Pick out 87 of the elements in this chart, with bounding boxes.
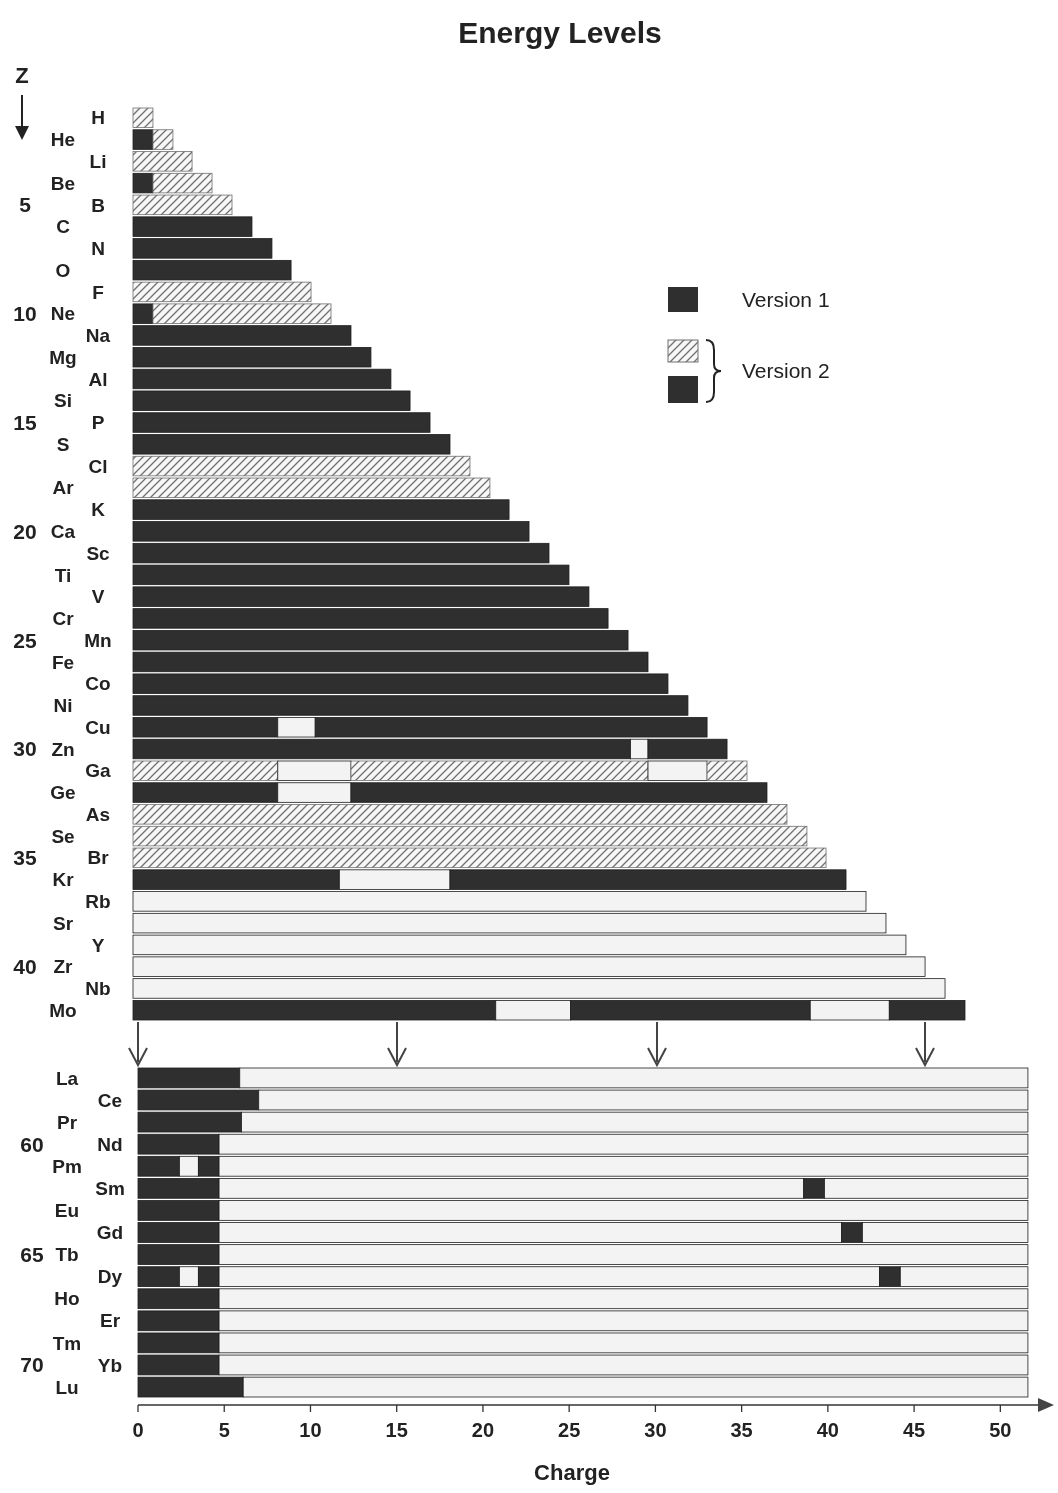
y-tick-label: Sc	[86, 542, 111, 564]
y-tick-label: F	[92, 281, 104, 303]
y-tick-label: Kr	[52, 869, 75, 891]
x-tick-label: 25	[558, 1419, 581, 1441]
text: 65	[20, 1242, 44, 1266]
y-tick-label: Gd	[96, 1222, 124, 1244]
annotation: Version 1	[742, 288, 830, 312]
text: 60	[20, 1132, 44, 1156]
y-tick-label: P	[91, 412, 105, 434]
y-tick-label: Be	[50, 172, 76, 194]
y-tick-label: Nd	[97, 1133, 123, 1155]
y-tick-label: Fe	[51, 651, 75, 673]
text: 30	[13, 737, 37, 761]
bar	[132, 129, 154, 150]
y-tick-label: Si	[54, 390, 72, 412]
y-tick-label: He	[50, 129, 76, 151]
y-tick-label: N	[91, 238, 105, 260]
y-tick-label: Yb	[97, 1354, 123, 1376]
x-tick-label: 5	[218, 1419, 230, 1441]
y-axis-title: Z	[15, 62, 29, 88]
y-tick-label: Zr	[53, 956, 74, 978]
y-tick-label: Er	[99, 1310, 121, 1332]
y-tick-label: Co	[85, 673, 111, 695]
y-tick-label: La	[55, 1067, 79, 1089]
x-tick-label: 40	[816, 1419, 839, 1441]
y-tick-label: Cu	[85, 716, 111, 738]
y-tick-label: Ce	[97, 1089, 123, 1111]
y-tick-label: Zn	[51, 738, 75, 760]
y-tick-label: Ca	[50, 521, 76, 542]
y-tick-label: Pm	[52, 1155, 82, 1177]
y-tick-label: Li	[89, 150, 107, 172]
y-tick-label: Ti	[54, 564, 72, 586]
y-tick-label: S	[56, 433, 70, 455]
y-tick-label: Tb	[55, 1244, 79, 1266]
x-tick-label: 30	[644, 1419, 667, 1441]
text: 5	[19, 193, 32, 217]
y-tick-label: Ar	[52, 477, 75, 499]
y-tick-label: K	[91, 499, 106, 521]
text: 25	[13, 628, 37, 652]
y-tick-label: Ho	[54, 1288, 80, 1310]
y-tick-label: Mg	[49, 346, 77, 368]
y-tick-label: Eu	[54, 1200, 80, 1222]
y-tick-label: Rb	[85, 891, 111, 913]
x-tick-label: 45	[902, 1419, 926, 1441]
y-tick-label: B	[91, 194, 105, 216]
y-tick-label: Mo	[49, 999, 77, 1021]
y-tick-label: H	[91, 107, 105, 129]
y-tick-label: O	[55, 259, 71, 281]
y-tick-label: As	[85, 803, 111, 825]
y-tick-label: Br	[87, 847, 110, 869]
y-tick-label: C	[56, 216, 71, 238]
x-tick-label: 0	[132, 1419, 144, 1441]
y-tick-label: Al	[88, 368, 108, 390]
x-tick-label: 20	[471, 1419, 495, 1441]
y-tick-label: V	[91, 586, 105, 608]
y-tick-label: Ga	[85, 760, 112, 782]
text: 15	[13, 410, 37, 434]
x-tick-label: 10	[299, 1419, 322, 1441]
text: 35	[13, 846, 37, 870]
x-axis-title: Charge	[534, 1459, 610, 1485]
y-tick-label: Y	[91, 934, 105, 956]
bar	[706, 760, 748, 781]
y-tick-label: Ni	[53, 695, 73, 717]
chart-title: Energy Levels	[458, 15, 662, 49]
y-tick-label: Pr	[56, 1111, 78, 1133]
text: 40	[13, 955, 37, 979]
y-tick-label: Mn	[84, 629, 112, 651]
y-tick-label: Cl	[88, 455, 108, 477]
y-tick-label: Dy	[97, 1266, 123, 1288]
x-tick-label: 15	[385, 1419, 408, 1441]
text: 20	[13, 519, 37, 543]
annotation: Version 2	[742, 359, 830, 383]
y-tick-label: Se	[51, 825, 75, 847]
y-tick-label: Lu	[55, 1376, 79, 1398]
y-tick-label: Tm	[52, 1332, 82, 1354]
y-tick-label: Na	[85, 325, 111, 347]
y-tick-label: Ge	[50, 782, 76, 804]
y-tick-label: Cr	[52, 608, 75, 630]
y-tick-label: Sm	[95, 1177, 125, 1199]
x-tick-label: 35	[730, 1419, 753, 1441]
y-tick-label: Ne	[50, 303, 76, 325]
bar	[132, 172, 154, 194]
y-tick-label: Nb	[85, 978, 111, 1000]
y-tick-label: Sr	[52, 912, 74, 934]
text: 10	[13, 302, 37, 326]
text: 70	[20, 1353, 44, 1377]
x-tick-label: 50	[989, 1419, 1012, 1441]
